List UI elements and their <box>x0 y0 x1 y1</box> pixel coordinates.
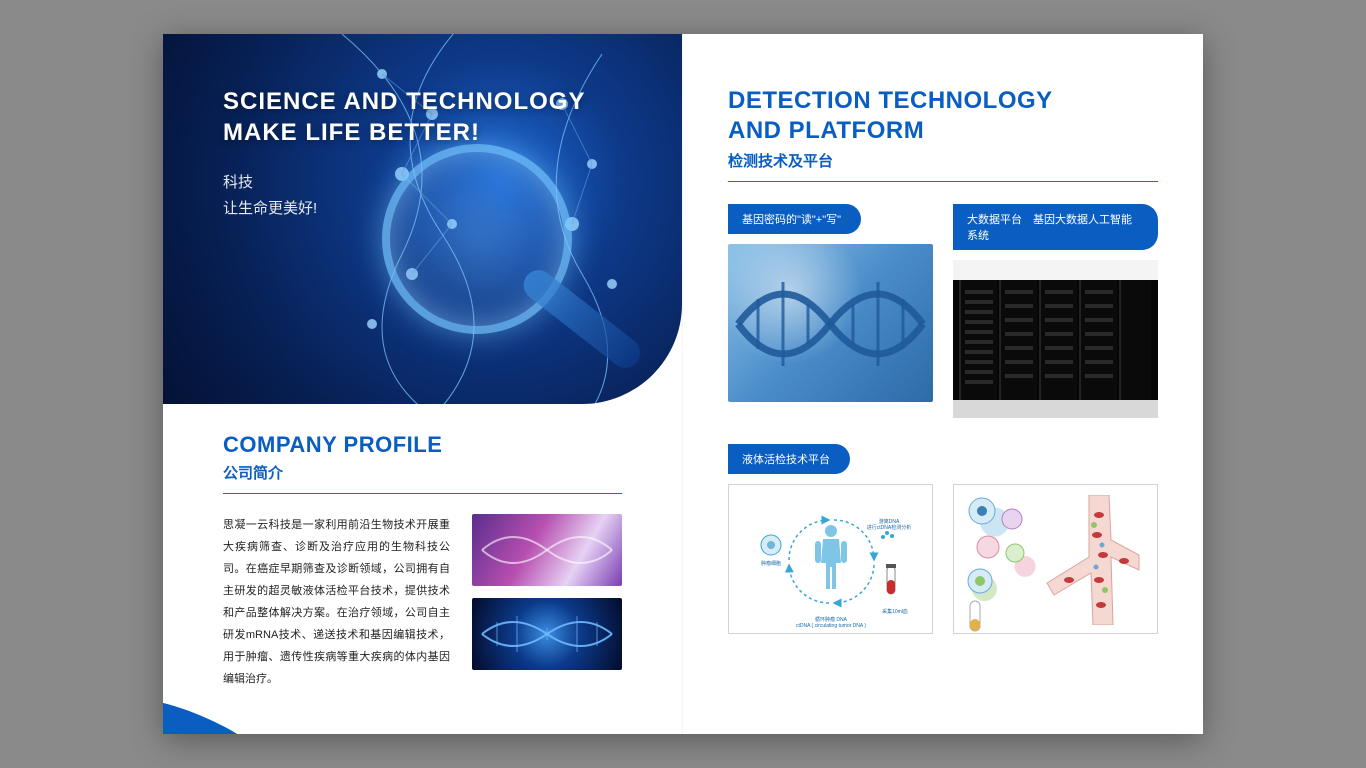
profile-title-zh: 公司简介 <box>223 462 622 483</box>
detection-title-en-line2: AND PLATFORM <box>728 116 1158 146</box>
biopsy-section: 液体活检技术平台 <box>728 444 1158 634</box>
image-cell-vasculature <box>953 484 1158 634</box>
image-dna-closeup <box>728 244 933 402</box>
svg-text:游离DNA: 游离DNA <box>879 518 900 525</box>
hero-title-line1: SCIENCE AND TECHNOLOGY <box>223 86 682 117</box>
divider-rule-right <box>728 181 1158 182</box>
svg-text:ctDNA ( circulating tumor DNA: ctDNA ( circulating tumor DNA ) <box>796 623 866 629</box>
hero-sub-line2: 让生命更美好! <box>223 196 682 222</box>
profile-text: 思凝一云科技是一家利用前沿生物技术开展重大疾病筛查、诊断及治疗应用的生物科技公司… <box>223 514 450 690</box>
profile-image-dna-purple <box>472 514 622 586</box>
tech-row-1: 基因密码的"读"+"写" 大数据平台 基因大数据人工智能系统 <box>728 204 1158 418</box>
profile-image-column <box>472 514 622 690</box>
hero-subtitle: 科技 让生命更美好! <box>223 170 682 221</box>
profile-body: 思凝一云科技是一家利用前沿生物技术开展重大疾病筛查、诊断及治疗应用的生物科技公司… <box>223 514 622 690</box>
svg-text:肿瘤细胞: 肿瘤细胞 <box>761 560 781 567</box>
hero-title-line2: MAKE LIFE BETTER! <box>223 117 682 148</box>
profile-image-dna-blue <box>472 598 622 670</box>
detection-title-zh: 检测技术及平台 <box>728 150 1158 171</box>
image-server-racks <box>953 260 1158 418</box>
profile-title-en: COMPANY PROFILE <box>223 432 622 458</box>
pill-liquid-biopsy: 液体活检技术平台 <box>728 444 850 474</box>
page-left: SCIENCE AND TECHNOLOGY MAKE LIFE BETTER!… <box>163 34 683 734</box>
brochure-spread: SCIENCE AND TECHNOLOGY MAKE LIFE BETTER!… <box>163 34 1203 734</box>
svg-text:进行ctDNA检测分析: 进行ctDNA检测分析 <box>867 524 911 531</box>
detection-title-en-line1: DETECTION TECHNOLOGY <box>728 86 1158 116</box>
pill-bigdata-platform: 大数据平台 基因大数据人工智能系统 <box>953 204 1158 250</box>
bigdata-block: 大数据平台 基因大数据人工智能系统 <box>953 204 1158 418</box>
pill-gene-readwrite: 基因密码的"读"+"写" <box>728 204 861 234</box>
divider-rule <box>223 493 622 494</box>
gene-readwrite-block: 基因密码的"读"+"写" <box>728 204 933 418</box>
svg-text:循环肿瘤 DNA: 循环肿瘤 DNA <box>815 616 848 623</box>
svg-text:采集10ml血: 采集10ml血 <box>882 608 908 615</box>
detection-title-en: DETECTION TECHNOLOGY AND PLATFORM <box>728 86 1158 146</box>
hero-title: SCIENCE AND TECHNOLOGY MAKE LIFE BETTER! <box>223 86 682 148</box>
hero-sub-line1: 科技 <box>223 170 682 196</box>
hero-banner: SCIENCE AND TECHNOLOGY MAKE LIFE BETTER!… <box>163 34 682 404</box>
vessel-illustration <box>1039 495 1149 625</box>
biopsy-images-row: 肿瘤细胞 游离DNA 进行ctDNA检测分析 采集10ml血 循环肿瘤 DNA … <box>728 484 1158 634</box>
image-biopsy-workflow: 肿瘤细胞 游离DNA 进行ctDNA检测分析 采集10ml血 循环肿瘤 DNA … <box>728 484 933 634</box>
page-right: DETECTION TECHNOLOGY AND PLATFORM 检测技术及平… <box>683 34 1203 734</box>
footer-curve-decoration <box>163 694 373 734</box>
company-profile-section: COMPANY PROFILE 公司简介 思凝一云科技是一家利用前沿生物技术开展… <box>163 404 682 690</box>
